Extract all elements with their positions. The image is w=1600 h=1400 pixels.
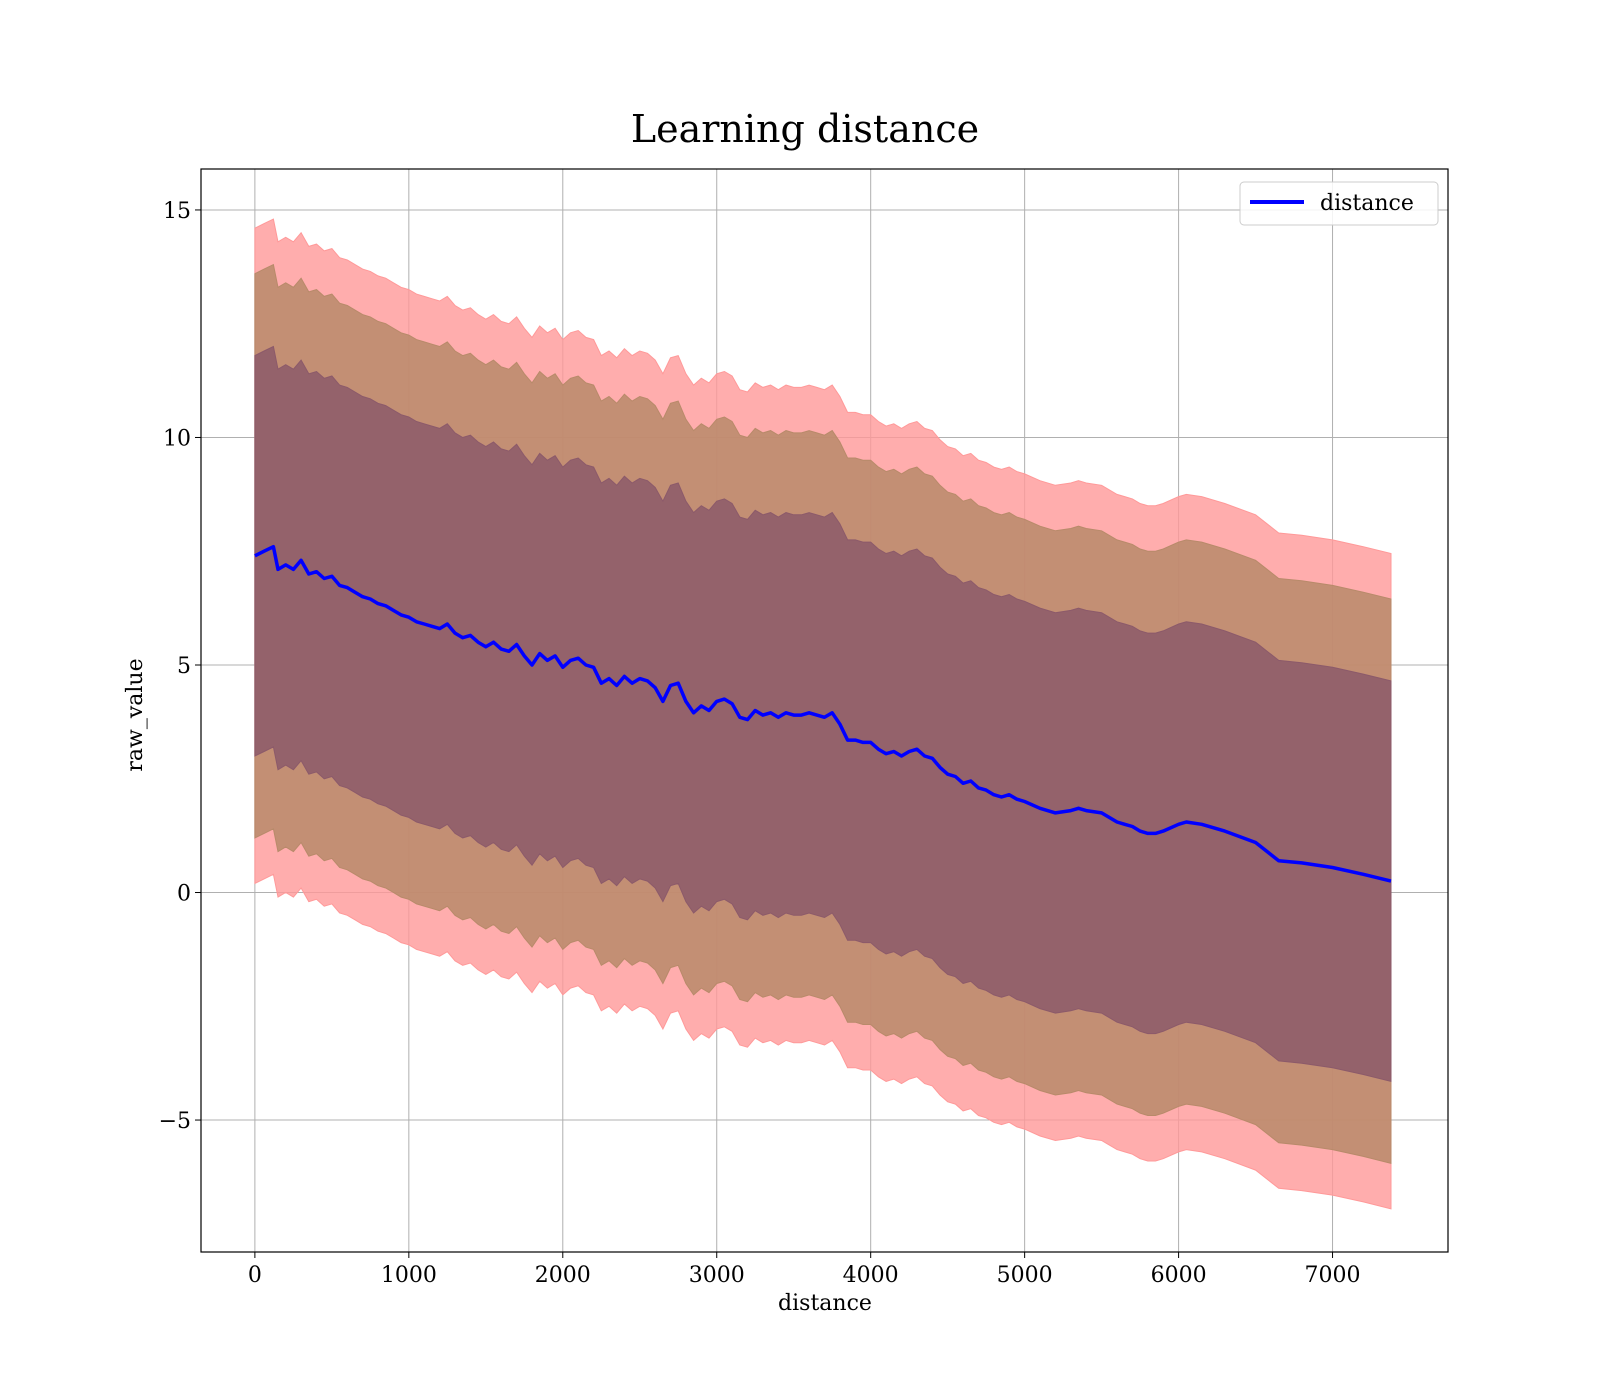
y-axis-label: raw_value	[123, 658, 148, 771]
line-layer	[254, 544, 1392, 883]
legend-box	[1239, 181, 1439, 226]
legend: distance	[1239, 181, 1439, 226]
chart-title: Learning distance	[631, 107, 979, 151]
y-tick-label: 15	[163, 199, 191, 224]
x-tick-label: 5000	[997, 1263, 1053, 1288]
band-1-sigma	[254, 345, 1392, 1083]
x-tick-label: 7000	[1305, 1263, 1361, 1288]
band-layer	[254, 218, 1392, 1210]
legend-entry-distance: distance	[1320, 191, 1414, 216]
x-tick-label: 1000	[381, 1263, 437, 1288]
x-tick-label: 6000	[1151, 1263, 1207, 1288]
x-tick-label: 3000	[689, 1263, 745, 1288]
series-line-distance	[254, 544, 1392, 883]
x-tick-label: 4000	[843, 1263, 899, 1288]
plot-frame	[200, 168, 1449, 1253]
x-tick-label: 0	[248, 1263, 262, 1288]
y-tick-label: 10	[163, 426, 191, 451]
y-tick-label: 0	[177, 882, 191, 907]
x-axis-label: distance	[778, 1291, 872, 1316]
tick-layer: 0 1000 2000 3000 4000 5000 6000 7000 −5 0 5 10 15	[159, 199, 1361, 1288]
y-tick-label: 5	[177, 654, 191, 679]
y-tick-label: −5	[159, 1109, 191, 1134]
x-tick-label: 2000	[535, 1263, 591, 1288]
